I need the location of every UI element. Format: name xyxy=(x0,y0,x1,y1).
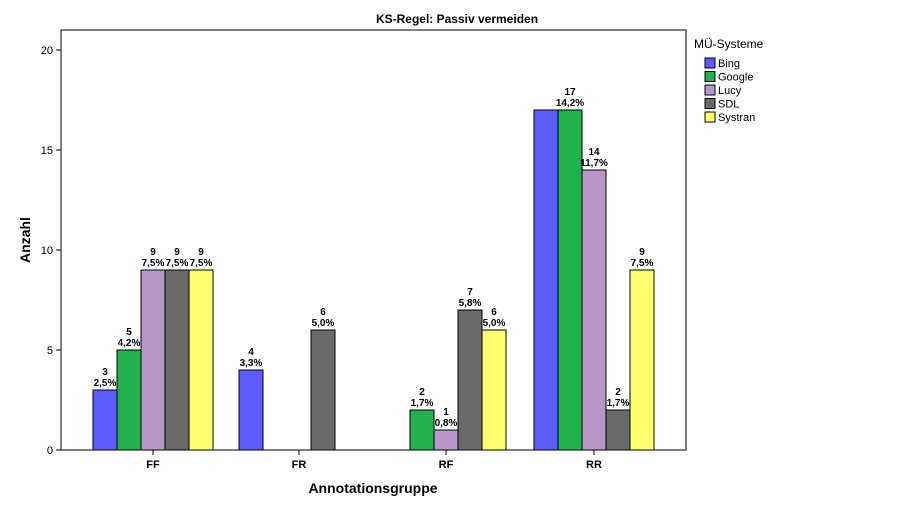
data-label-percent: 1,7% xyxy=(607,398,630,409)
data-label-count: 9 xyxy=(639,247,645,258)
x-axis-label: Annotationsgruppe xyxy=(308,480,437,496)
data-label-percent: 2,5% xyxy=(94,378,117,389)
plot-frame xyxy=(60,29,687,451)
data-label-percent: 3,3% xyxy=(240,358,263,369)
bar-bing-ff xyxy=(92,389,118,451)
legend-swatch-bing xyxy=(704,57,716,69)
data-label-count: 5 xyxy=(126,327,132,338)
bar-systran-rr xyxy=(629,269,655,451)
data-label-count: 7 xyxy=(467,287,473,298)
data-label-count: 9 xyxy=(174,247,180,258)
bar-lucy-rr xyxy=(581,169,607,451)
bar-sdl-fr xyxy=(310,329,336,451)
legend-label-lucy: Lucy xyxy=(718,85,742,97)
bar-sdl-rf xyxy=(457,309,483,451)
bar-sdl-ff xyxy=(164,269,190,451)
data-label-percent: 11,7% xyxy=(580,158,608,169)
data-label-count: 1 xyxy=(443,407,449,418)
bar-lucy-rf xyxy=(433,429,459,451)
x-tick-label: RF xyxy=(439,459,454,471)
data-label-count: 6 xyxy=(320,307,326,318)
y-tick-label: 5 xyxy=(47,345,53,357)
data-label-percent: 1,7% xyxy=(411,398,434,409)
data-label-percent: 7,5% xyxy=(190,258,213,269)
legend-label-systran: Systran xyxy=(718,112,755,124)
chart-title: KS-Regel: Passiv vermeiden xyxy=(376,12,538,26)
data-label-percent: 5,0% xyxy=(483,318,506,329)
data-label-count: 2 xyxy=(615,387,621,398)
data-label-percent: 7,5% xyxy=(142,258,165,269)
legend-label-bing: Bing xyxy=(718,58,740,70)
y-axis-label: Anzahl xyxy=(17,217,33,263)
bar-google-rf xyxy=(409,409,435,451)
legend-swatch-google xyxy=(704,71,716,82)
legend-title: MÜ-Systeme xyxy=(694,37,764,51)
legend-label-google: Google xyxy=(718,72,753,84)
x-tick-label: FF xyxy=(146,459,160,471)
data-label-percent: 0,8% xyxy=(435,418,458,429)
bar-lucy-ff xyxy=(140,269,166,451)
data-label-percent: 5,0% xyxy=(312,318,335,329)
data-label-count: 14 xyxy=(588,147,600,158)
data-label-count: 2 xyxy=(419,387,425,398)
data-label-count: 17 xyxy=(564,87,576,98)
y-tick-label: 15 xyxy=(41,145,53,157)
legend-swatch-systran xyxy=(704,111,716,123)
data-label-count: 6 xyxy=(491,307,497,318)
bar-google-ff xyxy=(116,349,142,451)
bar-bing-rr xyxy=(533,109,559,451)
y-tick-label: 10 xyxy=(41,245,53,257)
data-label-count: 4 xyxy=(248,347,254,358)
bar-systran-rf xyxy=(481,329,507,451)
x-tick-label: RR xyxy=(586,459,602,471)
x-tick-label: FR xyxy=(292,459,307,471)
bar-sdl-rr xyxy=(605,409,631,451)
bar-systran-ff xyxy=(188,269,214,451)
data-label-percent: 4,2% xyxy=(118,338,141,349)
data-label-count: 9 xyxy=(150,247,156,258)
data-label-count: 3 xyxy=(102,367,108,378)
data-label-percent: 5,8% xyxy=(459,298,482,309)
legend-swatch-lucy xyxy=(704,84,716,96)
bar-google-rr xyxy=(557,109,583,451)
legend-swatch-sdl xyxy=(704,98,716,109)
data-label-percent: 7,5% xyxy=(631,258,654,269)
legend-label-sdl: SDL xyxy=(718,99,739,111)
bar-bing-fr xyxy=(238,369,264,451)
data-label-percent: 7,5% xyxy=(166,258,189,269)
data-label-count: 9 xyxy=(198,247,204,258)
data-label-percent: 14,2% xyxy=(556,98,584,109)
y-tick-label: 20 xyxy=(41,45,53,57)
y-tick-label: 0 xyxy=(47,445,53,457)
